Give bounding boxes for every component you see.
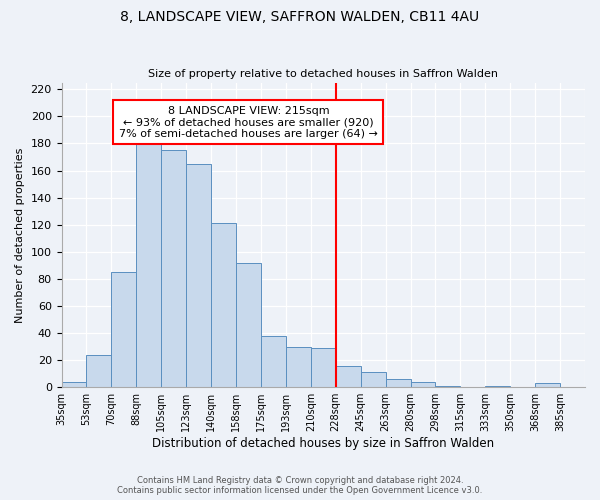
Bar [336,366,361,387]
Title: Size of property relative to detached houses in Saffron Walden: Size of property relative to detached ho… [148,69,498,79]
Text: 8, LANDSCAPE VIEW, SAFFRON WALDEN, CB11 4AU: 8, LANDSCAPE VIEW, SAFFRON WALDEN, CB11 … [121,10,479,24]
Bar [535,383,560,387]
Bar [485,386,510,387]
Bar [62,382,86,387]
Bar [386,379,410,387]
Bar [311,348,336,387]
Bar [436,386,460,387]
Bar [410,382,436,387]
Bar [186,164,211,387]
Bar [236,262,261,387]
Bar [86,354,112,387]
Bar [136,140,161,387]
Bar [361,372,386,387]
Bar [286,346,311,387]
Text: Contains HM Land Registry data © Crown copyright and database right 2024.
Contai: Contains HM Land Registry data © Crown c… [118,476,482,495]
Bar [261,336,286,387]
Text: 8 LANDSCAPE VIEW: 215sqm
← 93% of detached houses are smaller (920)
7% of semi-d: 8 LANDSCAPE VIEW: 215sqm ← 93% of detach… [119,106,378,139]
X-axis label: Distribution of detached houses by size in Saffron Walden: Distribution of detached houses by size … [152,437,494,450]
Y-axis label: Number of detached properties: Number of detached properties [15,147,25,322]
Bar [161,150,186,387]
Bar [112,272,136,387]
Bar [211,224,236,387]
